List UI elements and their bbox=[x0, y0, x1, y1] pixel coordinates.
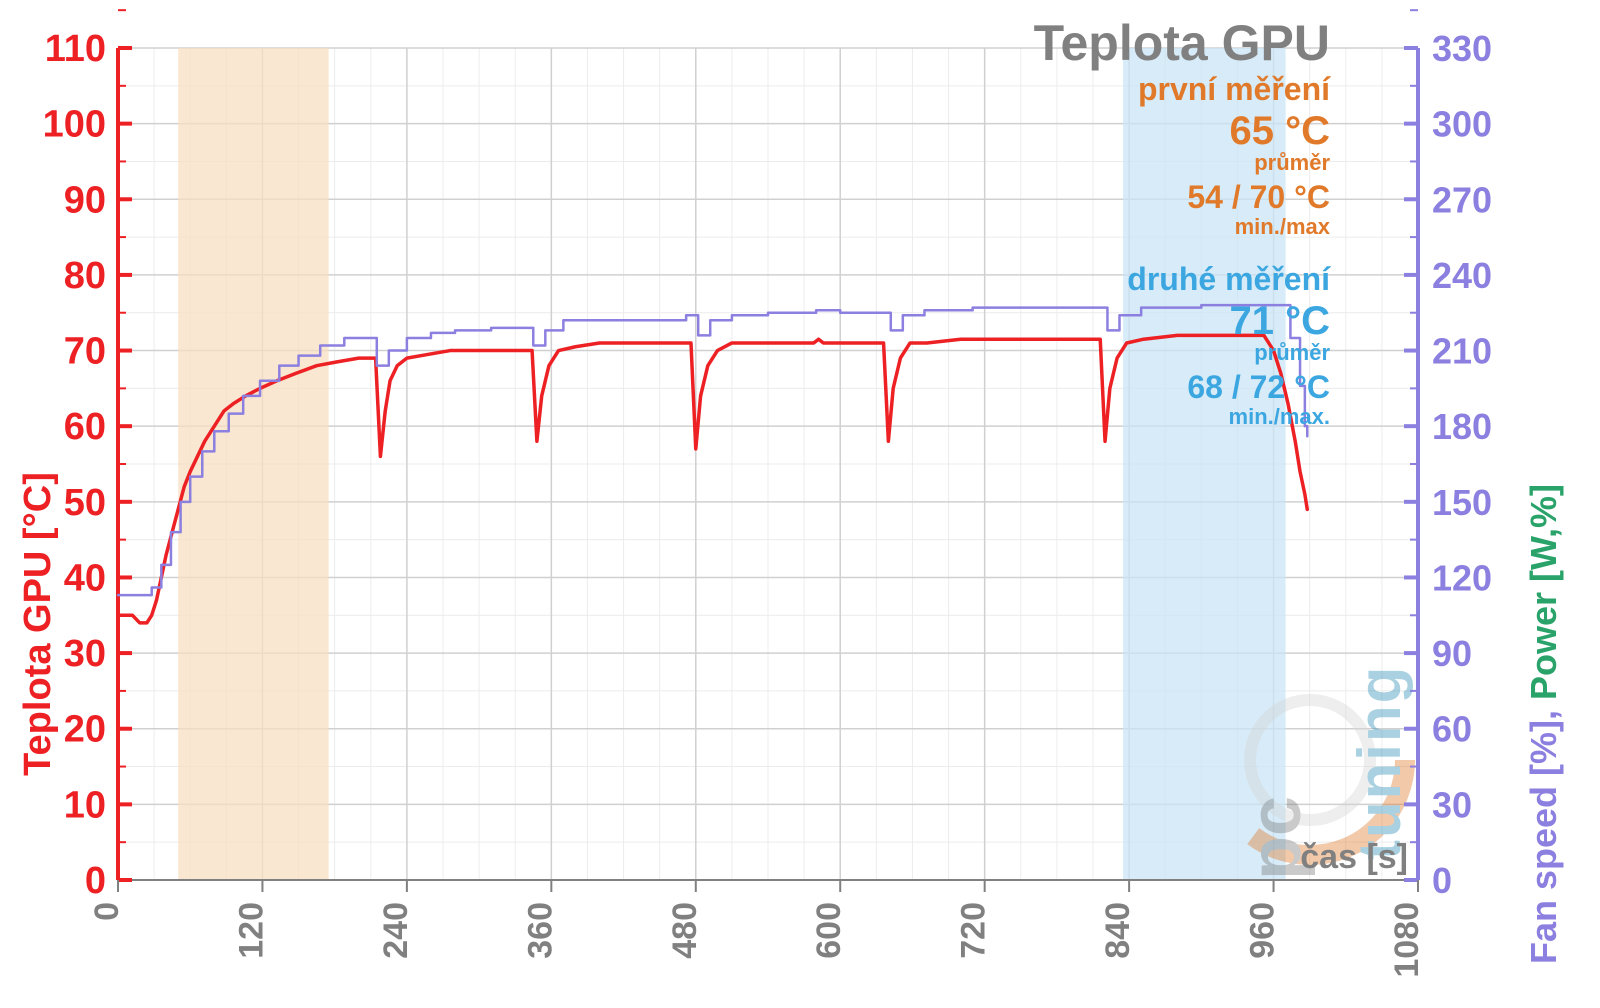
y-left-tick-label: 60 bbox=[64, 406, 106, 448]
x-tick-label: 840 bbox=[1099, 902, 1137, 959]
svg-text:tuning: tuning bbox=[1346, 665, 1413, 860]
y-right-tick-label: 120 bbox=[1432, 557, 1492, 598]
x-tick-label: 960 bbox=[1244, 902, 1282, 959]
region-first-measure bbox=[178, 48, 328, 880]
annotation-a5: min./max bbox=[1235, 214, 1331, 239]
y-left-tick-label: 50 bbox=[64, 482, 106, 524]
y-right-tick-label: 330 bbox=[1432, 28, 1492, 69]
annotation-b5: min./max. bbox=[1229, 404, 1330, 429]
x-tick-label: 1080 bbox=[1388, 902, 1426, 978]
y-right-axis-label: Fan speed [%], Power [W,%] bbox=[1523, 484, 1564, 964]
y-right-tick-label: 240 bbox=[1432, 255, 1492, 296]
y-right-tick-label: 60 bbox=[1432, 709, 1472, 750]
annotation-b4: 68 / 72 °C bbox=[1187, 369, 1330, 405]
x-axis-label: čas [s] bbox=[1300, 838, 1408, 876]
annotation-a4: 54 / 70 °C bbox=[1187, 179, 1330, 215]
y-left-tick-label: 30 bbox=[64, 633, 106, 675]
annotation-b3: průměr bbox=[1254, 340, 1330, 365]
y-left-tick-label: 10 bbox=[64, 784, 106, 826]
x-tick-label: 0 bbox=[88, 902, 126, 921]
y-left-tick-label: 100 bbox=[43, 104, 106, 146]
x-tick-label: 360 bbox=[521, 902, 559, 959]
annotation-b1: druhé měření bbox=[1127, 261, 1331, 297]
y-right-tick-label: 150 bbox=[1432, 482, 1492, 523]
x-tick-label: 240 bbox=[377, 902, 415, 959]
y-left-tick-label: 20 bbox=[64, 709, 106, 751]
y-left-tick-label: 80 bbox=[64, 255, 106, 297]
y-right-tick-label: 270 bbox=[1432, 179, 1492, 220]
y-right-tick-label: 180 bbox=[1432, 406, 1492, 447]
annotation-b2: 71 °C bbox=[1230, 299, 1331, 343]
y-right-tick-label: 90 bbox=[1432, 633, 1472, 674]
y-right-tick-label: 30 bbox=[1432, 784, 1472, 825]
y-left-tick-label: 40 bbox=[64, 557, 106, 599]
chart-title: Teplota GPU bbox=[1034, 15, 1330, 71]
y-right-tick-label: 210 bbox=[1432, 331, 1492, 372]
y-left-tick-label: 70 bbox=[64, 331, 106, 373]
y-left-tick-label: 110 bbox=[45, 28, 106, 70]
annotation-a1: první měření bbox=[1138, 71, 1331, 107]
annotation-a3: průměr bbox=[1254, 150, 1330, 175]
y-left-tick-label: 90 bbox=[64, 179, 106, 221]
y-left-axis-label: Teplota GPU [°C] bbox=[17, 472, 59, 776]
chart-svg: tuningpc01020304050607080901001100306090… bbox=[0, 0, 1600, 1008]
y-right-tick-label: 300 bbox=[1432, 104, 1492, 145]
x-tick-label: 480 bbox=[666, 902, 704, 959]
x-tick-label: 600 bbox=[810, 902, 848, 959]
gpu-temperature-chart: tuningpc01020304050607080901001100306090… bbox=[0, 0, 1600, 1008]
x-tick-label: 720 bbox=[955, 902, 993, 959]
annotation-a2: 65 °C bbox=[1230, 109, 1331, 153]
y-right-tick-label: 0 bbox=[1432, 860, 1452, 901]
y-left-tick-label: 0 bbox=[85, 860, 106, 902]
x-tick-label: 120 bbox=[232, 902, 270, 959]
